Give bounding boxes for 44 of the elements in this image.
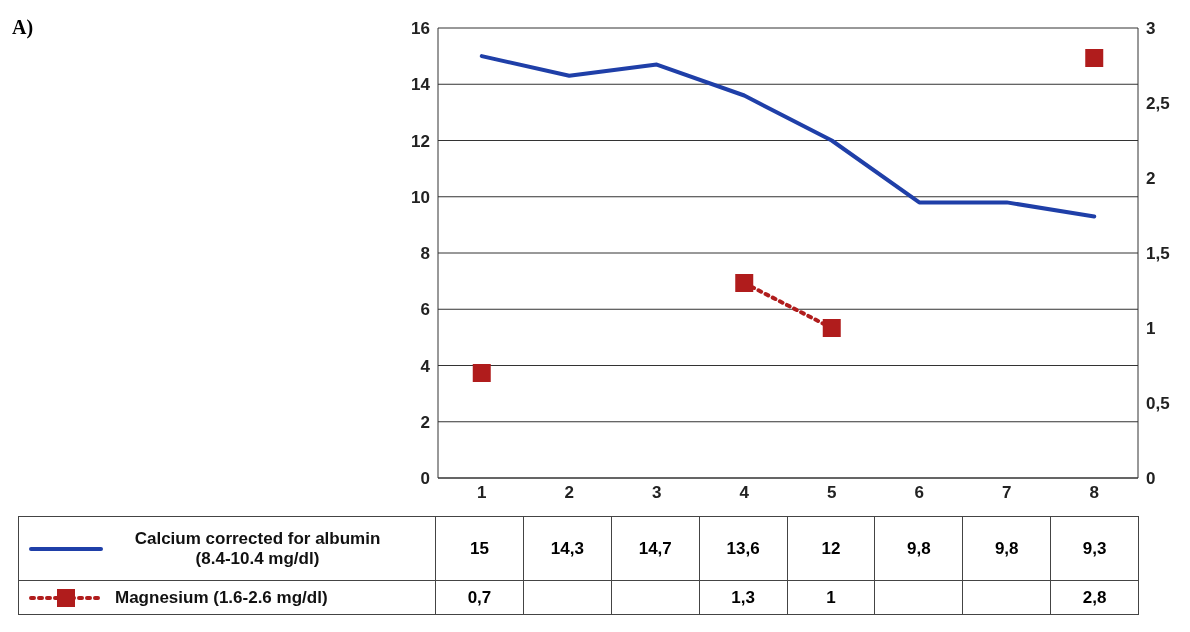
- data-label: 14,3: [523, 517, 612, 581]
- legend-label: Magnesium (1.6-2.6 mg/dl): [115, 587, 328, 608]
- data-label: 1,3: [699, 581, 788, 615]
- y-tick-label: 8: [420, 244, 430, 264]
- x-tick-label: 6: [914, 483, 924, 503]
- text: A): [12, 16, 34, 39]
- x-tick-label: 2: [564, 483, 574, 503]
- y-tick-label: 10: [411, 187, 430, 207]
- x-tick-label: 4: [739, 483, 750, 503]
- data-label: 12: [787, 517, 876, 581]
- point: [822, 319, 841, 337]
- x-tick-label: 1: [477, 483, 487, 503]
- x-tick-label: 7: [1002, 483, 1012, 503]
- x-tick-label: 8: [1089, 483, 1099, 503]
- y-tick-label: 6: [420, 300, 430, 320]
- data-label: 13,6: [699, 517, 788, 581]
- y-tick-label: 16: [411, 19, 430, 39]
- y2-tick-label: 0,5: [1146, 394, 1170, 414]
- y2-tick-label: 0: [1146, 469, 1156, 489]
- y-tick-label: 4: [420, 356, 431, 376]
- data-label: 2,8: [1051, 581, 1140, 615]
- data-label: 14,7: [611, 517, 700, 581]
- y-tick-label: 12: [411, 131, 430, 151]
- data-label: 9,8: [963, 517, 1052, 581]
- y-tick-label: 14: [411, 75, 431, 95]
- y2-tick-label: 1,5: [1146, 244, 1170, 264]
- data-label: 15: [436, 517, 524, 581]
- data-label: 1: [787, 581, 876, 615]
- point: [1085, 49, 1104, 67]
- y2-tick-label: 3: [1146, 19, 1156, 39]
- legend-label: Calcium corrected for albumin (8.4-10.4 mg/dl): [133, 528, 382, 569]
- point: [735, 274, 754, 292]
- y-tick-label: 2: [420, 412, 430, 432]
- y2-tick-label: 2,5: [1146, 94, 1170, 114]
- y2-tick-label: 2: [1146, 169, 1156, 189]
- data-label: 9,3: [1051, 517, 1140, 581]
- x-tick-label: 3: [652, 483, 662, 503]
- x-tick-label: 5: [827, 483, 837, 503]
- point: [472, 364, 491, 382]
- data-label: 9,8: [875, 517, 964, 581]
- line-series: [479, 54, 1097, 219]
- y2-tick-label: 1: [1146, 319, 1156, 339]
- y-tick-label: 0: [420, 469, 430, 489]
- data-label: 0,7: [436, 581, 524, 615]
